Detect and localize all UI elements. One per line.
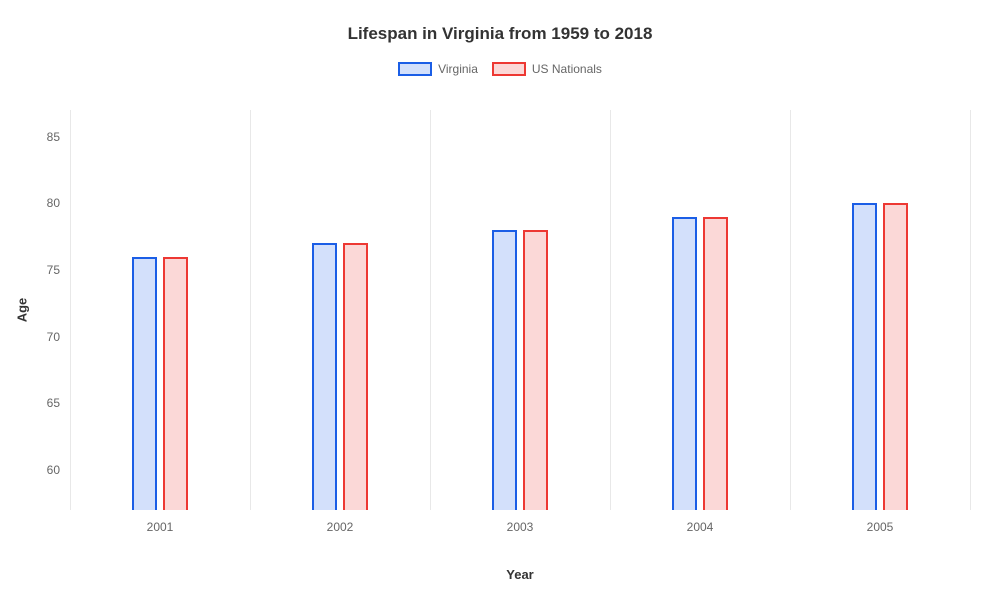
legend-swatch-us-nationals xyxy=(492,62,526,76)
x-tick-label: 2001 xyxy=(147,520,174,534)
x-tick-label: 2005 xyxy=(867,520,894,534)
legend-item-virginia[interactable]: Virginia xyxy=(398,62,478,76)
grid-line xyxy=(70,110,71,510)
bar[interactable] xyxy=(883,203,908,510)
grid-line xyxy=(970,110,971,510)
x-tick-label: 2003 xyxy=(507,520,534,534)
bar[interactable] xyxy=(343,243,368,510)
grid-line xyxy=(430,110,431,510)
bar[interactable] xyxy=(132,257,157,510)
legend-label-virginia: Virginia xyxy=(438,62,478,76)
bar[interactable] xyxy=(523,230,548,510)
chart-container: Lifespan in Virginia from 1959 to 2018 V… xyxy=(0,0,1000,600)
bar[interactable] xyxy=(672,217,697,510)
y-tick-label: 70 xyxy=(47,330,60,344)
y-tick-label: 75 xyxy=(47,263,60,277)
bar[interactable] xyxy=(703,217,728,510)
bar[interactable] xyxy=(492,230,517,510)
x-axis-title: Year xyxy=(506,567,533,582)
grid-line xyxy=(250,110,251,510)
y-tick-label: 80 xyxy=(47,196,60,210)
legend-label-us-nationals: US Nationals xyxy=(532,62,602,76)
grid-line xyxy=(790,110,791,510)
grid-line xyxy=(610,110,611,510)
x-tick-label: 2002 xyxy=(327,520,354,534)
bar[interactable] xyxy=(852,203,877,510)
y-tick-label: 65 xyxy=(47,396,60,410)
y-tick-label: 60 xyxy=(47,463,60,477)
legend-item-us-nationals[interactable]: US Nationals xyxy=(492,62,602,76)
y-tick-label: 85 xyxy=(47,130,60,144)
legend: Virginia US Nationals xyxy=(0,62,1000,76)
legend-swatch-virginia xyxy=(398,62,432,76)
bar[interactable] xyxy=(163,257,188,510)
chart-title: Lifespan in Virginia from 1959 to 2018 xyxy=(0,0,1000,44)
bar[interactable] xyxy=(312,243,337,510)
x-tick-label: 2004 xyxy=(687,520,714,534)
plot-area: 60657075808520012002200320042005 xyxy=(70,110,970,510)
y-axis-title: Age xyxy=(15,298,30,323)
